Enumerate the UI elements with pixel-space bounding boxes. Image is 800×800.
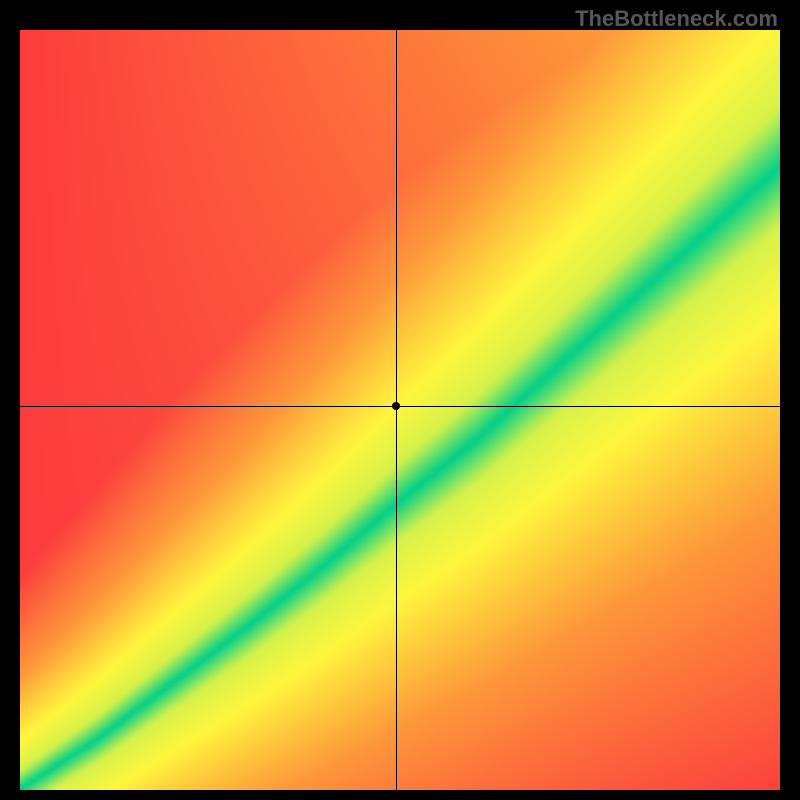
heatmap-canvas: [20, 30, 780, 790]
marker-dot: [392, 402, 400, 410]
chart-container: TheBottleneck.com: [0, 0, 800, 800]
watermark-text: TheBottleneck.com: [575, 6, 778, 32]
plot-area: [20, 30, 780, 790]
